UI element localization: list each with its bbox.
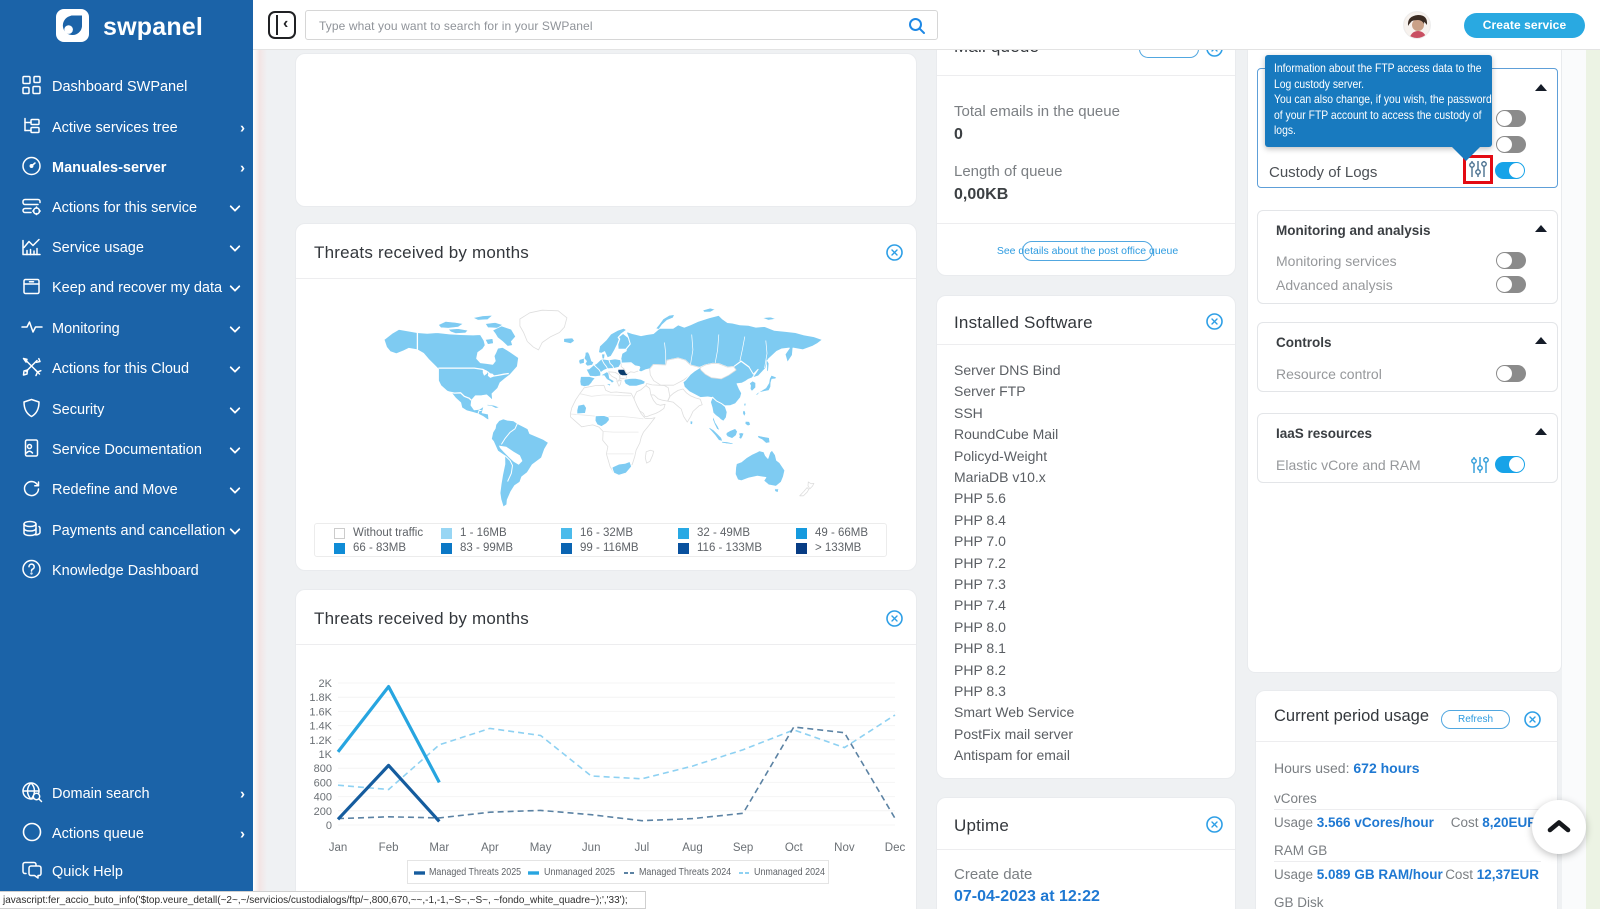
svg-text:Jun: Jun — [582, 842, 601, 854]
svg-text:800: 800 — [314, 763, 332, 775]
svg-text:600: 600 — [314, 777, 332, 789]
svg-text:May: May — [530, 842, 552, 854]
svg-text:1.4K: 1.4K — [309, 721, 332, 733]
svg-text:Sep: Sep — [733, 842, 753, 854]
svg-text:Apr: Apr — [481, 842, 499, 854]
svg-text:Jan: Jan — [329, 842, 348, 854]
svg-text:400: 400 — [314, 792, 332, 804]
svg-text:0: 0 — [326, 820, 332, 832]
svg-text:Aug: Aug — [682, 842, 702, 854]
svg-text:Mar: Mar — [429, 842, 449, 854]
svg-text:Oct: Oct — [785, 842, 804, 854]
svg-text:Feb: Feb — [379, 842, 399, 854]
svg-text:Dec: Dec — [885, 842, 906, 854]
svg-text:Jul: Jul — [634, 842, 649, 854]
svg-text:1.6K: 1.6K — [309, 706, 332, 718]
svg-text:1.8K: 1.8K — [309, 692, 332, 704]
svg-text:1.2K: 1.2K — [309, 735, 332, 747]
svg-text:Nov: Nov — [834, 842, 855, 854]
svg-text:200: 200 — [314, 806, 332, 818]
svg-text:2K: 2K — [319, 678, 333, 690]
svg-text:1K: 1K — [319, 749, 333, 761]
